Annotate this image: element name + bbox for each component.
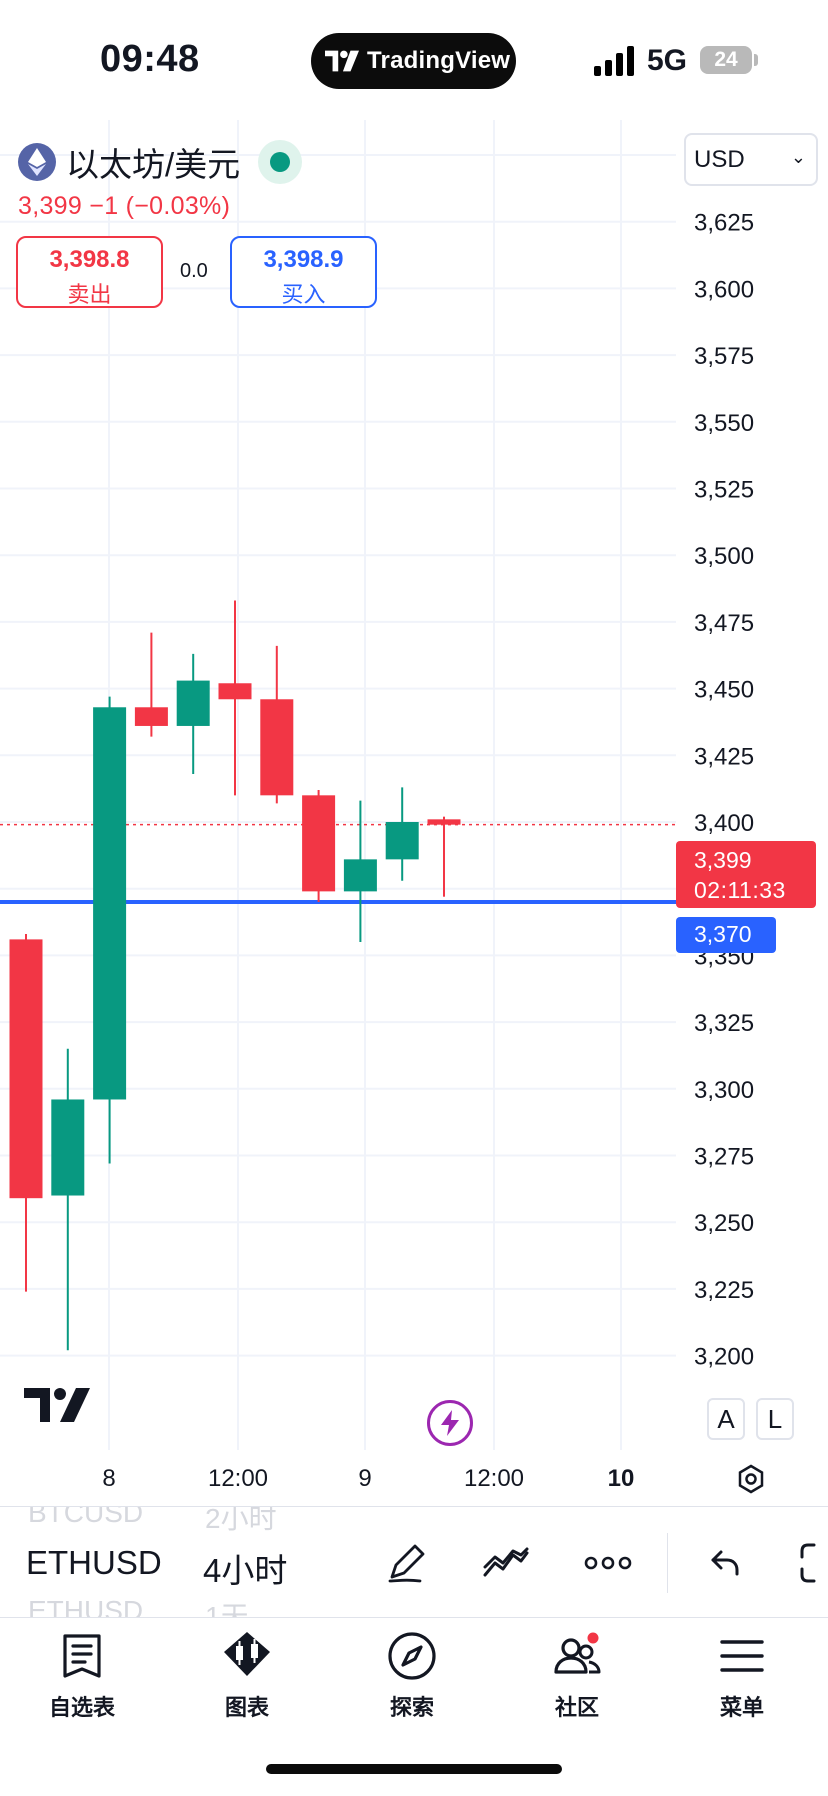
- network-type: 5G: [647, 44, 688, 77]
- ethereum-icon: [18, 143, 56, 181]
- x-tick-label: 12:00: [463, 1465, 525, 1492]
- candle-body: [9, 939, 43, 1199]
- y-tick-label: 3,450: [694, 677, 754, 704]
- tradingview-logo-icon: [325, 50, 359, 72]
- candle-body: [93, 707, 127, 1100]
- nav-label: 菜单: [719, 1695, 764, 1720]
- battery-cap: [754, 54, 758, 66]
- y-tick-label: 3,575: [694, 343, 754, 370]
- chart-icon: [224, 1632, 270, 1676]
- home-indicator: [266, 1764, 562, 1774]
- prev-interval-ghost: 2小时: [205, 1506, 277, 1534]
- y-tick-label: 3,625: [694, 210, 754, 237]
- log-scale-button[interactable]: L: [756, 1398, 794, 1440]
- tradingview-pill: TradingView: [311, 33, 516, 89]
- chart-settings-icon[interactable]: [736, 1464, 766, 1494]
- pill-brand: TradingView: [367, 47, 511, 74]
- candle-body: [427, 819, 461, 825]
- symbol-selector[interactable]: ETHUSD: [26, 1544, 162, 1581]
- y-tick-label: 3,225: [694, 1277, 754, 1304]
- nav-label: 社区: [554, 1695, 599, 1720]
- status-bar: 09:48 TradingView 5G 24: [0, 0, 828, 120]
- y-tick-label: 3,300: [694, 1077, 754, 1104]
- indicators-icon[interactable]: [480, 1537, 532, 1589]
- currency-select[interactable]: USD ⌄: [684, 133, 818, 186]
- nav-label: 探索: [389, 1695, 434, 1720]
- status-time: 09:48: [100, 38, 200, 80]
- x-tick-label: 9: [358, 1465, 372, 1492]
- fullscreen-icon[interactable]: [792, 1537, 828, 1589]
- y-tick-label: 3,500: [694, 543, 754, 570]
- candle-body: [260, 699, 294, 796]
- menu-icon: [720, 1640, 764, 1672]
- battery-icon: 24: [700, 46, 752, 74]
- candlestick-chart[interactable]: 3,6503,6253,6003,5753,5503,5253,5003,475…: [0, 120, 828, 1500]
- watchlist-icon: [63, 1634, 101, 1678]
- candle-body: [218, 683, 252, 700]
- market-open-indicator[interactable]: [258, 140, 303, 184]
- price-change: 3,399 −1 (−0.03%): [18, 192, 231, 220]
- toolbar-separator: [667, 1533, 668, 1593]
- bottom-nav: 自选表 图表 探索 社区 菜单: [0, 1620, 828, 1796]
- more-icon[interactable]: [582, 1537, 634, 1589]
- draw-pen-icon[interactable]: [380, 1537, 432, 1589]
- sell-button[interactable]: 3,398.8 卖出: [16, 236, 163, 308]
- candle-body: [51, 1099, 85, 1196]
- nav-menu[interactable]: 菜单: [682, 1630, 802, 1722]
- alert-price-label[interactable]: 3,370: [676, 917, 776, 953]
- x-tick-label: 10: [607, 1465, 635, 1492]
- nav-chart[interactable]: 图表: [187, 1630, 307, 1722]
- y-tick-label: 3,325: [694, 1010, 754, 1037]
- currency-value: USD: [694, 145, 745, 173]
- community-icon: [554, 1632, 601, 1674]
- auto-scale-button[interactable]: A: [707, 1398, 745, 1440]
- next-interval-ghost: 1天: [205, 1601, 249, 1618]
- last-price-label[interactable]: 3,399 02:11:33: [676, 841, 816, 908]
- nav-label: 自选表: [48, 1695, 115, 1720]
- candle-body: [343, 859, 377, 892]
- y-tick-label: 3,400: [694, 810, 754, 837]
- y-tick-label: 3,200: [694, 1344, 754, 1371]
- bar-countdown: 02:11:33: [694, 877, 786, 903]
- y-tick-label: 3,525: [694, 477, 754, 504]
- candle-body: [176, 680, 210, 726]
- y-tick-label: 3,425: [694, 743, 754, 770]
- buy-button[interactable]: 3,398.9 买入: [230, 236, 377, 308]
- symbol-header[interactable]: 以太坊/美元: [18, 140, 303, 184]
- nav-watchlist[interactable]: 自选表: [22, 1630, 142, 1722]
- tradingview-watermark-icon: [24, 1388, 90, 1422]
- x-tick-label: 12:00: [207, 1465, 269, 1492]
- buy-price: 3,398.9: [263, 246, 344, 273]
- nav-community[interactable]: 社区: [517, 1630, 637, 1722]
- spread-value: 0.0: [180, 260, 208, 282]
- y-tick-label: 3,550: [694, 410, 754, 437]
- y-tick-label: 3,250: [694, 1210, 754, 1237]
- undo-icon[interactable]: [700, 1537, 752, 1589]
- signal-icon: [594, 46, 634, 76]
- nav-label: 图表: [224, 1695, 269, 1720]
- candle-body: [302, 795, 336, 892]
- y-tick-label: 3,600: [694, 276, 754, 303]
- candle-body: [134, 707, 168, 726]
- sell-price: 3,398.8: [49, 246, 130, 273]
- symbol-title[interactable]: 以太坊/美元: [66, 146, 241, 183]
- prev-symbol-ghost: BTCUSD: [28, 1506, 144, 1528]
- x-tick-label: 8: [102, 1465, 116, 1492]
- y-tick-label: 3,475: [694, 610, 754, 637]
- last-price: 3,399: [694, 847, 752, 873]
- market-open-dot: [270, 152, 291, 172]
- nav-explore[interactable]: 探索: [352, 1630, 472, 1722]
- candle-body: [385, 822, 419, 860]
- chevron-down-icon: ⌄: [790, 147, 806, 167]
- buy-label: 买入: [281, 282, 326, 307]
- sell-label: 卖出: [67, 282, 112, 307]
- y-tick-label: 3,275: [694, 1144, 754, 1171]
- chart-toolbar: BTCUSD 2小时 ETHUSD 4小时 ETHUSD 1天: [0, 1506, 828, 1618]
- next-symbol-ghost: ETHUSD: [28, 1595, 144, 1618]
- compass-icon: [388, 1632, 436, 1680]
- flash-icon[interactable]: [427, 1400, 473, 1446]
- chart-area[interactable]: 3,6503,6253,6003,5753,5503,5253,5003,475…: [0, 120, 828, 1500]
- interval-selector[interactable]: 4小时: [203, 1552, 288, 1589]
